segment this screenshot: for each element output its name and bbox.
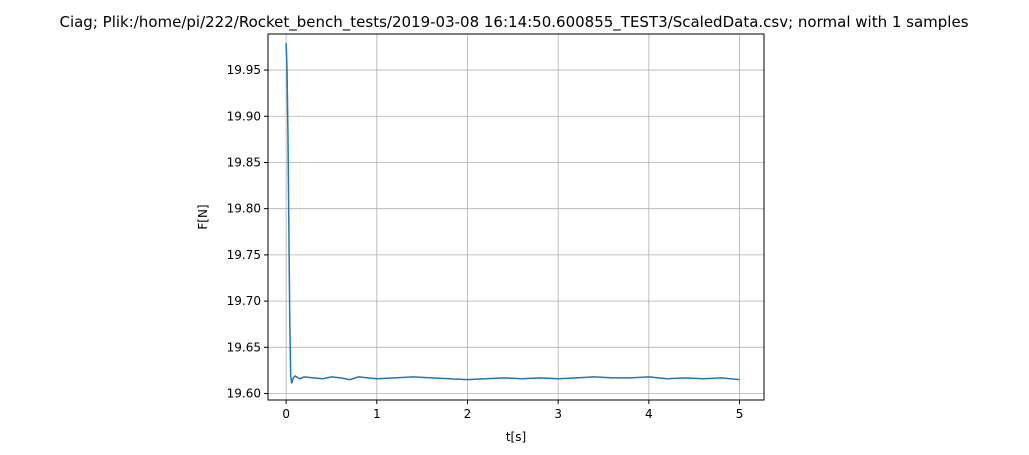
y-tick-label: 19.60	[227, 387, 261, 401]
x-tick-label: 4	[645, 407, 653, 421]
series-line	[285, 43, 740, 384]
y-tick-label: 19.85	[227, 155, 261, 169]
y-axis-ticks: 19.60 19.65 19.70 19.75 19.80 19.85 19.90 19.95	[227, 63, 268, 401]
x-axis-ticks: 0 1 2 3 4 5	[282, 400, 743, 421]
x-tick-label: 0	[282, 407, 290, 421]
y-tick-label: 19.75	[227, 248, 261, 262]
x-tick-label: 3	[554, 407, 562, 421]
x-tick-label: 5	[736, 407, 744, 421]
y-tick-label: 19.70	[227, 294, 261, 308]
x-tick-label: 1	[373, 407, 381, 421]
x-axis-label: t[s]	[506, 430, 526, 444]
plot-area-frame	[267, 33, 765, 401]
y-axis-label: F[N]	[196, 204, 210, 229]
y-tick-label: 19.90	[227, 109, 261, 123]
x-tick-label: 2	[464, 407, 472, 421]
y-tick-label: 19.65	[227, 340, 261, 354]
grid	[268, 34, 764, 400]
y-tick-label: 19.95	[227, 63, 261, 77]
y-tick-label: 19.80	[227, 202, 261, 216]
chart-title: Ciag; Plik:/home/pi/222/Rocket_bench_tes…	[59, 13, 968, 32]
